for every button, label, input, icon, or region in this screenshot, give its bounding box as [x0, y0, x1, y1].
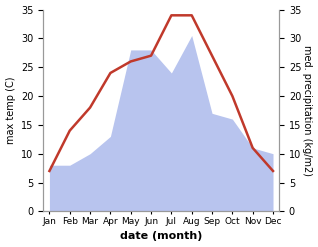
- Y-axis label: max temp (C): max temp (C): [5, 77, 16, 144]
- X-axis label: date (month): date (month): [120, 231, 203, 242]
- Y-axis label: med. precipitation (kg/m2): med. precipitation (kg/m2): [302, 45, 313, 176]
